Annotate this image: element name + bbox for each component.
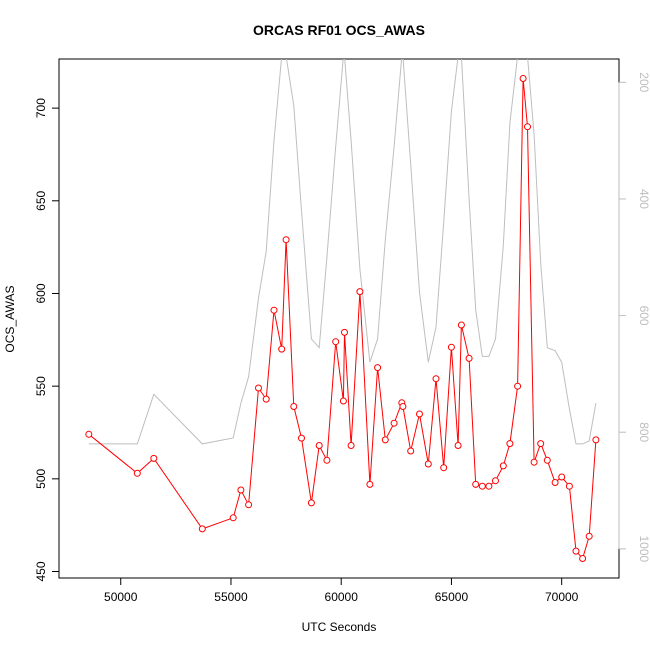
data-point: [399, 403, 407, 410]
data-point: [447, 343, 455, 351]
y-tick-label: 600: [34, 283, 48, 303]
data-point: [282, 236, 290, 244]
data-point: [585, 532, 593, 540]
data-point: [245, 501, 253, 509]
data-point: [323, 456, 331, 464]
data-point: [519, 75, 527, 82]
data-point: [485, 482, 493, 490]
data-point: [457, 321, 465, 329]
y-axis-left: 450 500 550 600 650 700: [34, 98, 60, 582]
y-axis-right: 200 400 600 800 1000: [618, 72, 650, 563]
y-tick-label: 450: [34, 561, 48, 581]
data-point: [237, 486, 245, 494]
y2-tick-label: 200: [637, 72, 650, 92]
series-layer: [85, 59, 600, 562]
data-point: [262, 395, 270, 403]
series-right: [88, 59, 597, 445]
y2-tick-label: 800: [637, 422, 650, 442]
x-axis: 50000 55000 60000 65000 70000: [104, 577, 579, 604]
data-point: [278, 345, 286, 353]
data-point: [339, 397, 347, 405]
data-point: [530, 458, 538, 466]
data-point: [472, 480, 480, 488]
y2-tick-label: 400: [637, 189, 650, 209]
data-point: [341, 328, 348, 336]
data-point: [366, 480, 374, 488]
y2-tick-label: 600: [637, 306, 650, 326]
data-point: [255, 384, 262, 392]
data-point: [465, 354, 473, 362]
data-point: [270, 306, 278, 314]
data-point: [290, 403, 298, 410]
data-point: [558, 473, 566, 481]
chart-title: ORCAS RF01 OCS_AWAS: [253, 22, 425, 38]
data-point: [499, 462, 507, 470]
data-point: [315, 442, 323, 449]
y-tick-label: 500: [34, 469, 48, 489]
x-tick-label: 70000: [545, 590, 579, 604]
y2-tick-label: 1000: [637, 535, 650, 562]
data-point: [407, 447, 415, 455]
data-point: [506, 440, 514, 448]
data-point: [150, 454, 158, 462]
data-point: [424, 460, 432, 468]
data-point: [440, 464, 448, 472]
data-point: [85, 430, 93, 438]
data-point: [390, 419, 398, 427]
data-point: [347, 442, 355, 449]
y-axis-label: OCS_AWAS: [3, 285, 17, 352]
x-tick-label: 65000: [435, 590, 469, 604]
data-point: [478, 482, 486, 490]
data-point: [537, 440, 545, 448]
data-point: [307, 499, 315, 507]
data-point: [416, 410, 423, 418]
data-point: [374, 364, 382, 372]
series-left: [85, 75, 600, 562]
data-point: [565, 482, 573, 490]
data-point: [332, 338, 340, 346]
data-point: [454, 442, 462, 449]
data-point: [543, 456, 551, 464]
data-point: [592, 436, 600, 444]
data-point: [492, 477, 499, 485]
x-tick-label: 60000: [325, 590, 359, 604]
data-point: [198, 525, 206, 533]
plot-frame: [58, 58, 620, 579]
data-point: [514, 382, 522, 390]
x-tick-label: 55000: [214, 590, 248, 604]
series-left-line: [88, 78, 597, 560]
y-tick-label: 650: [34, 190, 48, 210]
data-point: [133, 469, 141, 477]
y-tick-label: 700: [34, 98, 48, 118]
x-axis-label: UTC Seconds: [302, 620, 377, 634]
data-point: [524, 123, 531, 131]
data-point: [432, 375, 440, 383]
y-tick-label: 550: [34, 376, 48, 396]
series-right-line: [88, 59, 597, 445]
data-point: [229, 514, 237, 522]
data-point: [572, 547, 580, 555]
x-tick-label: 50000: [104, 590, 138, 604]
data-point: [381, 436, 389, 444]
data-point: [298, 434, 305, 442]
data-point: [551, 479, 559, 486]
data-point: [579, 555, 587, 562]
data-point: [356, 288, 364, 296]
